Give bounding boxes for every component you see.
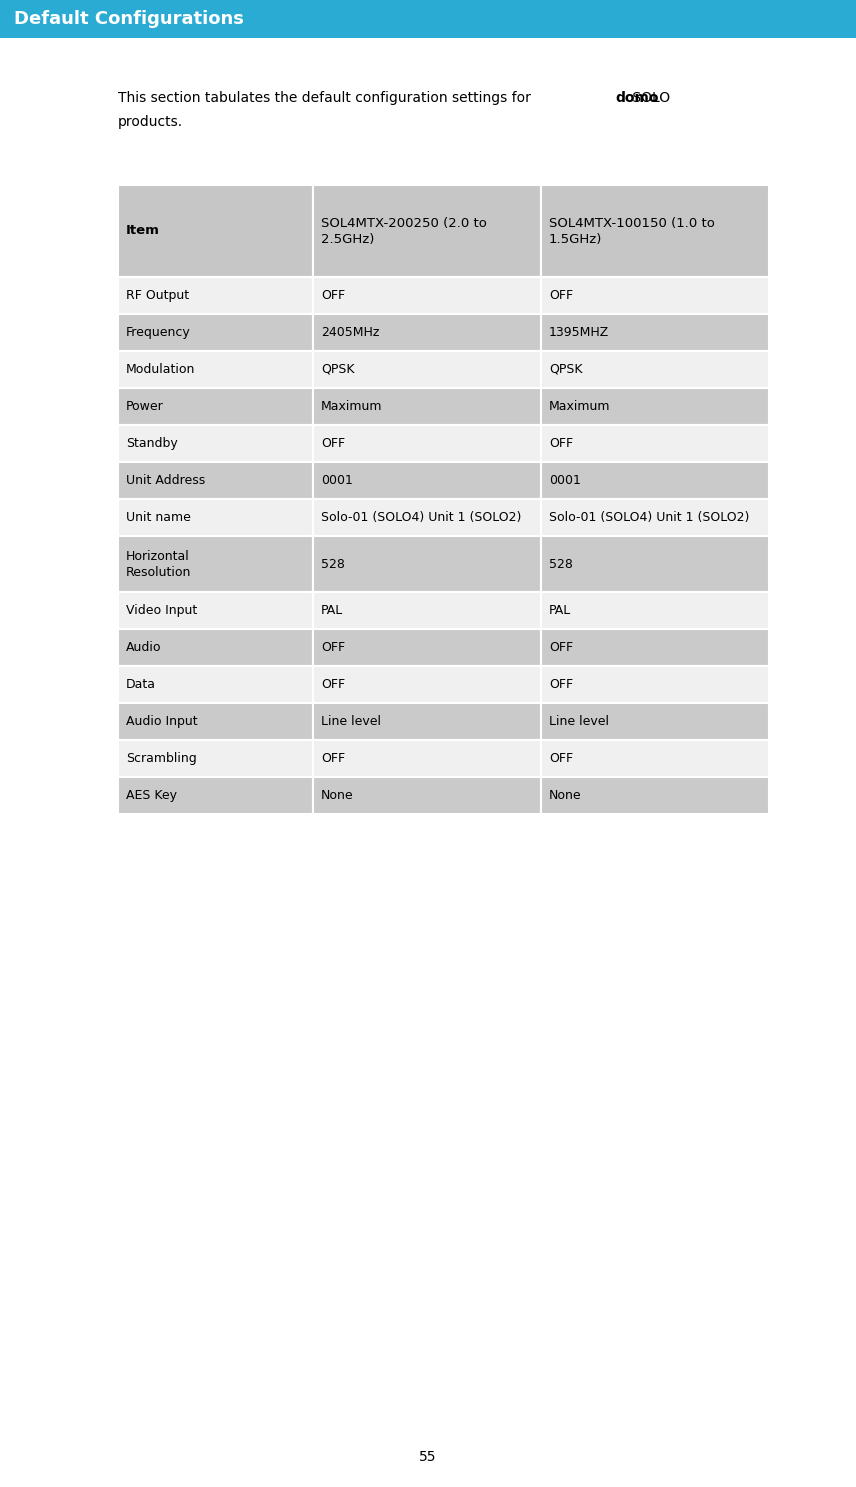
FancyBboxPatch shape	[313, 629, 541, 666]
Text: 55: 55	[419, 1450, 437, 1465]
Text: SOLO: SOLO	[627, 91, 669, 106]
FancyBboxPatch shape	[118, 500, 313, 535]
Text: 2405MHz: 2405MHz	[321, 326, 379, 339]
FancyBboxPatch shape	[313, 184, 541, 277]
Text: PAL: PAL	[321, 604, 343, 617]
FancyBboxPatch shape	[541, 535, 769, 592]
FancyBboxPatch shape	[118, 425, 313, 462]
Text: 0001: 0001	[549, 474, 581, 488]
Text: Solo-01 (SOLO4) Unit 1 (SOLO2): Solo-01 (SOLO4) Unit 1 (SOLO2)	[321, 512, 521, 523]
FancyBboxPatch shape	[118, 184, 313, 277]
FancyBboxPatch shape	[541, 500, 769, 535]
FancyBboxPatch shape	[118, 351, 313, 388]
FancyBboxPatch shape	[118, 741, 313, 778]
FancyBboxPatch shape	[313, 592, 541, 629]
FancyBboxPatch shape	[541, 351, 769, 388]
Text: Scrambling: Scrambling	[126, 752, 197, 764]
Text: OFF: OFF	[321, 678, 345, 691]
FancyBboxPatch shape	[313, 277, 541, 314]
FancyBboxPatch shape	[313, 388, 541, 425]
FancyBboxPatch shape	[313, 778, 541, 813]
Text: This section tabulates the default configuration settings for: This section tabulates the default confi…	[118, 91, 535, 106]
Text: OFF: OFF	[321, 437, 345, 451]
Text: QPSK: QPSK	[321, 363, 354, 376]
FancyBboxPatch shape	[313, 425, 541, 462]
Text: QPSK: QPSK	[549, 363, 582, 376]
FancyBboxPatch shape	[313, 535, 541, 592]
Text: Maximum: Maximum	[549, 400, 610, 413]
FancyBboxPatch shape	[541, 388, 769, 425]
Text: Data: Data	[126, 678, 156, 691]
FancyBboxPatch shape	[541, 462, 769, 500]
FancyBboxPatch shape	[313, 314, 541, 351]
Text: Default Configurations: Default Configurations	[14, 10, 244, 28]
FancyBboxPatch shape	[541, 741, 769, 778]
FancyBboxPatch shape	[541, 703, 769, 741]
Text: None: None	[321, 790, 354, 801]
FancyBboxPatch shape	[541, 277, 769, 314]
Text: Line level: Line level	[321, 715, 381, 729]
Text: products.: products.	[118, 114, 183, 129]
FancyBboxPatch shape	[0, 0, 856, 39]
FancyBboxPatch shape	[313, 351, 541, 388]
FancyBboxPatch shape	[118, 666, 313, 703]
Text: 528: 528	[321, 558, 345, 571]
FancyBboxPatch shape	[118, 592, 313, 629]
FancyBboxPatch shape	[313, 500, 541, 535]
Text: Audio Input: Audio Input	[126, 715, 198, 729]
Text: Maximum: Maximum	[321, 400, 383, 413]
Text: OFF: OFF	[321, 641, 345, 654]
FancyBboxPatch shape	[541, 666, 769, 703]
FancyBboxPatch shape	[313, 741, 541, 778]
FancyBboxPatch shape	[118, 462, 313, 500]
FancyBboxPatch shape	[313, 703, 541, 741]
FancyBboxPatch shape	[118, 778, 313, 813]
Text: PAL: PAL	[549, 604, 571, 617]
FancyBboxPatch shape	[541, 184, 769, 277]
Text: OFF: OFF	[549, 641, 574, 654]
Text: OFF: OFF	[549, 678, 574, 691]
FancyBboxPatch shape	[313, 462, 541, 500]
Text: Audio: Audio	[126, 641, 162, 654]
Text: Line level: Line level	[549, 715, 609, 729]
FancyBboxPatch shape	[541, 425, 769, 462]
Text: OFF: OFF	[321, 288, 345, 302]
Text: OFF: OFF	[549, 288, 574, 302]
Text: Standby: Standby	[126, 437, 178, 451]
FancyBboxPatch shape	[118, 629, 313, 666]
FancyBboxPatch shape	[541, 314, 769, 351]
Text: OFF: OFF	[321, 752, 345, 764]
FancyBboxPatch shape	[118, 535, 313, 592]
FancyBboxPatch shape	[541, 629, 769, 666]
Text: Frequency: Frequency	[126, 326, 191, 339]
Text: Modulation: Modulation	[126, 363, 195, 376]
Text: Horizontal
Resolution: Horizontal Resolution	[126, 550, 192, 578]
FancyBboxPatch shape	[118, 314, 313, 351]
FancyBboxPatch shape	[118, 388, 313, 425]
Text: RF Output: RF Output	[126, 288, 189, 302]
Text: Video Input: Video Input	[126, 604, 197, 617]
Text: 0001: 0001	[321, 474, 353, 488]
FancyBboxPatch shape	[541, 778, 769, 813]
Text: Unit Address: Unit Address	[126, 474, 205, 488]
Text: 528: 528	[549, 558, 573, 571]
Text: AES Key: AES Key	[126, 790, 177, 801]
Text: SOL4MTX-200250 (2.0 to
2.5GHz): SOL4MTX-200250 (2.0 to 2.5GHz)	[321, 217, 487, 245]
FancyBboxPatch shape	[541, 592, 769, 629]
Text: OFF: OFF	[549, 437, 574, 451]
Text: Power: Power	[126, 400, 163, 413]
FancyBboxPatch shape	[313, 666, 541, 703]
Text: None: None	[549, 790, 581, 801]
Text: domo: domo	[615, 91, 659, 106]
Text: Unit name: Unit name	[126, 512, 191, 523]
Text: OFF: OFF	[549, 752, 574, 764]
FancyBboxPatch shape	[118, 703, 313, 741]
Text: Solo-01 (SOLO4) Unit 1 (SOLO2): Solo-01 (SOLO4) Unit 1 (SOLO2)	[549, 512, 749, 523]
Text: 1395MHZ: 1395MHZ	[549, 326, 609, 339]
Text: SOL4MTX-100150 (1.0 to
1.5GHz): SOL4MTX-100150 (1.0 to 1.5GHz)	[549, 217, 715, 245]
Text: Item: Item	[126, 225, 160, 238]
FancyBboxPatch shape	[118, 277, 313, 314]
